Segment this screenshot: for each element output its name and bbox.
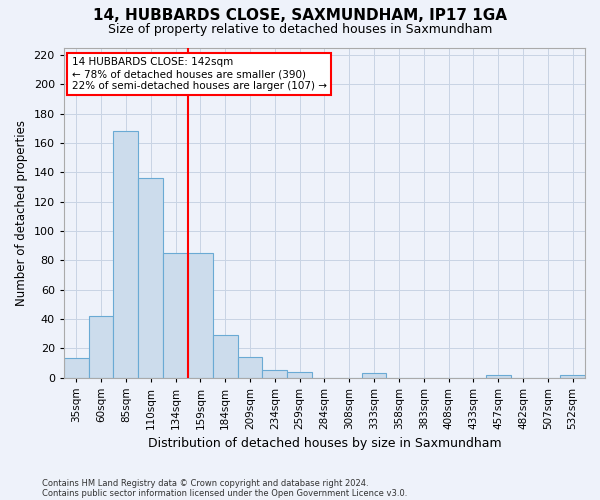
Bar	[560, 374, 585, 378]
Text: Contains public sector information licensed under the Open Government Licence v3: Contains public sector information licen…	[42, 488, 407, 498]
Text: Size of property relative to detached houses in Saxmundham: Size of property relative to detached ho…	[108, 22, 492, 36]
Text: Contains HM Land Registry data © Crown copyright and database right 2024.: Contains HM Land Registry data © Crown c…	[42, 478, 368, 488]
Bar	[486, 374, 511, 378]
Bar	[64, 358, 89, 378]
X-axis label: Distribution of detached houses by size in Saxmundham: Distribution of detached houses by size …	[148, 437, 501, 450]
Text: 14, HUBBARDS CLOSE, SAXMUNDHAM, IP17 1GA: 14, HUBBARDS CLOSE, SAXMUNDHAM, IP17 1GA	[93, 8, 507, 22]
Bar	[238, 357, 262, 378]
Bar	[287, 372, 312, 378]
Text: 14 HUBBARDS CLOSE: 142sqm
← 78% of detached houses are smaller (390)
22% of semi: 14 HUBBARDS CLOSE: 142sqm ← 78% of detac…	[71, 58, 326, 90]
Bar	[163, 253, 188, 378]
Bar	[113, 131, 138, 378]
Bar	[89, 316, 113, 378]
Bar	[188, 253, 213, 378]
Bar	[213, 335, 238, 378]
Bar	[138, 178, 163, 378]
Bar	[262, 370, 287, 378]
Y-axis label: Number of detached properties: Number of detached properties	[15, 120, 28, 306]
Bar	[362, 373, 386, 378]
